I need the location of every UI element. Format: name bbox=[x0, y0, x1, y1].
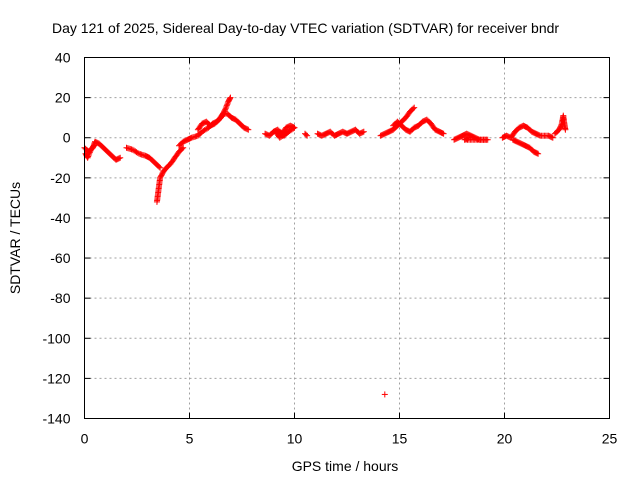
axis-ticks bbox=[84, 57, 610, 419]
tick-labels: -140 -120 -100 -80 -60 -40 -20 0 20 40 0 5 10 15 20 25 bbox=[42, 50, 617, 447]
chart-title: Day 121 of 2025, Sidereal Day-to-day VTE… bbox=[52, 20, 559, 36]
data-point bbox=[86, 150, 93, 157]
y-tick-label: -100 bbox=[42, 330, 70, 346]
y-tick-label: 0 bbox=[63, 130, 71, 146]
data-point bbox=[381, 391, 388, 398]
data-point bbox=[222, 106, 229, 113]
y-tick-label: 40 bbox=[55, 50, 71, 66]
x-tick-label: 5 bbox=[186, 431, 194, 447]
y-tick-label: -140 bbox=[42, 411, 70, 427]
data-point bbox=[85, 153, 92, 160]
data-point bbox=[439, 130, 446, 137]
data-point bbox=[179, 145, 186, 152]
data-point bbox=[285, 128, 292, 135]
data-point bbox=[90, 143, 97, 150]
data-point bbox=[116, 155, 123, 162]
y-tick-label: -80 bbox=[50, 290, 70, 306]
data-point bbox=[86, 149, 93, 156]
data-point bbox=[534, 150, 541, 157]
data-point bbox=[85, 152, 92, 159]
x-tick-label: 0 bbox=[81, 431, 89, 447]
x-axis-label: GPS time / hours bbox=[292, 458, 399, 474]
data-point bbox=[465, 134, 472, 141]
data-point bbox=[548, 134, 555, 141]
data-point bbox=[134, 149, 141, 156]
data-point bbox=[464, 135, 471, 142]
data-point bbox=[223, 102, 230, 109]
data-point bbox=[244, 126, 251, 133]
data-point bbox=[180, 144, 187, 151]
data-point bbox=[226, 95, 233, 102]
data-point bbox=[90, 142, 97, 149]
x-tick-label: 10 bbox=[287, 431, 303, 447]
data-point bbox=[359, 129, 366, 136]
plot-frame bbox=[84, 57, 610, 419]
data-point bbox=[245, 126, 252, 133]
y-tick-label: -40 bbox=[50, 210, 70, 226]
data-point bbox=[303, 131, 310, 138]
data-point bbox=[157, 164, 164, 171]
data-point bbox=[284, 129, 291, 136]
gridlines bbox=[84, 57, 610, 419]
data-points bbox=[81, 94, 569, 398]
data-point bbox=[227, 94, 234, 101]
y-tick-label: 20 bbox=[55, 90, 71, 106]
data-point bbox=[223, 103, 230, 110]
data-point bbox=[84, 154, 91, 161]
data-point bbox=[411, 104, 418, 111]
data-point bbox=[156, 163, 163, 170]
data-point bbox=[410, 105, 417, 112]
data-point bbox=[360, 128, 367, 135]
data-point bbox=[117, 154, 124, 161]
y-tick-label: -120 bbox=[42, 370, 70, 386]
x-tick-label: 20 bbox=[497, 431, 513, 447]
data-point bbox=[224, 101, 231, 108]
y-tick-label: -60 bbox=[50, 250, 70, 266]
data-point bbox=[562, 126, 569, 133]
data-point bbox=[440, 130, 447, 137]
data-point bbox=[304, 132, 311, 139]
y-axis-label: SDTVAR / TECUs bbox=[7, 182, 23, 294]
y-tick-label: -20 bbox=[50, 170, 70, 186]
data-point bbox=[535, 150, 542, 157]
x-tick-label: 15 bbox=[392, 431, 408, 447]
data-point bbox=[549, 134, 556, 141]
data-point bbox=[222, 105, 229, 112]
x-tick-label: 25 bbox=[602, 431, 618, 447]
